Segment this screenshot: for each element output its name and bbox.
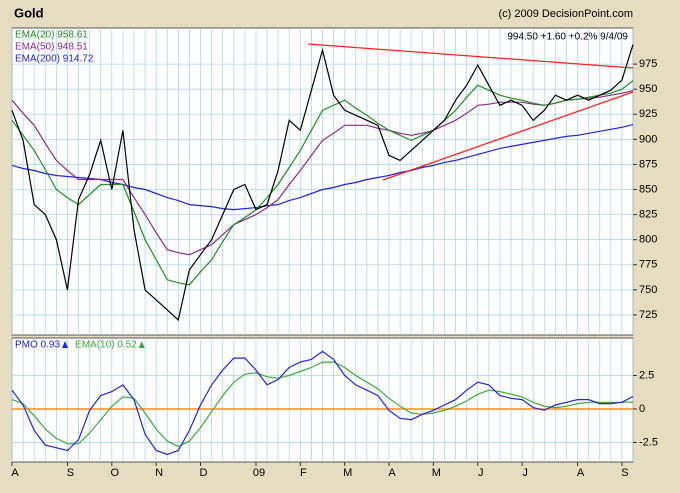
x-tick-label: J [522, 467, 528, 479]
y-tick-label: -2.5 [639, 436, 658, 448]
y-tick-label: 975 [639, 58, 657, 70]
series-line [11, 44, 634, 322]
y-tick-label: 850 [639, 183, 657, 195]
series-line [11, 350, 634, 456]
series-line [11, 124, 634, 211]
x-tick-label: A [388, 467, 396, 479]
resistance-trendline [307, 43, 634, 69]
quote: 994.50 +1.60 +0.2% 9/4/09 [507, 32, 628, 43]
x-tick-label: M [432, 467, 441, 479]
y-tick-label: 875 [639, 158, 657, 170]
legend-entry: PMO 0.93 [15, 340, 60, 351]
x-tick-label: D [200, 467, 208, 479]
legend-entry: EMA(200) 914.72 [15, 54, 94, 65]
legend-entry: EMA(50) 948.51 [15, 42, 88, 53]
y-tick-label: 725 [639, 309, 657, 321]
y-tick-label: 2.5 [639, 369, 654, 381]
chart-title: Gold [14, 5, 44, 20]
x-tick-label: A [11, 467, 19, 479]
y-tick-label: 800 [639, 234, 657, 246]
legend-entry: EMA(20) 958.61 [15, 30, 88, 41]
legend-entry: EMA(10) 0.52 [75, 340, 137, 351]
x-tick-label: O [111, 467, 120, 479]
copyright: (c) 2009 DecisionPoint.com [498, 8, 633, 20]
series-line [11, 361, 634, 448]
x-tick-label: J [478, 467, 484, 479]
plot-layer: 725 750 775 800 825 850 875 900 925 950 975 EMA(20)… [11, 28, 658, 479]
x-tick-label: M [343, 467, 352, 479]
y-tick-label: 0 [639, 403, 645, 415]
y-tick-label: 950 [639, 83, 657, 95]
series-line [11, 90, 634, 256]
support-trendline [382, 91, 634, 181]
x-tick-label: 09 [253, 467, 265, 479]
y-tick-label: 825 [639, 209, 657, 221]
x-tick-label: S [67, 467, 74, 479]
legend-arrow [62, 341, 69, 348]
x-tick-label: N [155, 467, 163, 479]
y-tick-label: 750 [639, 284, 657, 296]
legend-arrow [138, 341, 145, 348]
x-tick-label: S [621, 467, 628, 479]
y-tick-label: 925 [639, 108, 657, 120]
y-tick-label: 775 [639, 259, 657, 271]
x-tick-label: A [577, 467, 585, 479]
x-tick-label: F [300, 467, 307, 479]
y-tick-label: 900 [639, 133, 657, 145]
series-line [11, 80, 634, 286]
